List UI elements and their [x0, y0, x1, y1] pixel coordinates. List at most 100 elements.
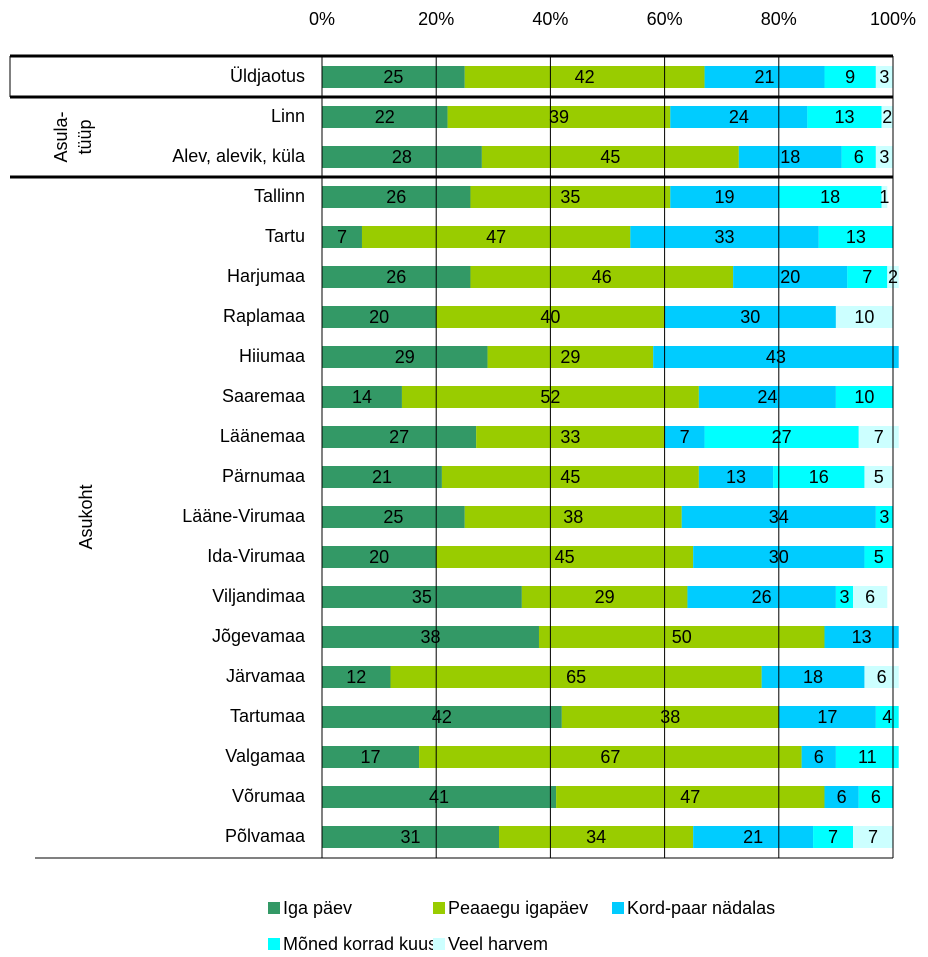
data-label: 19 — [715, 187, 735, 207]
data-label: 17 — [361, 747, 381, 767]
data-label: 13 — [726, 467, 746, 487]
group-label: tüüp — [75, 119, 95, 154]
bar-segment — [630, 226, 819, 248]
data-label: 7 — [337, 227, 347, 247]
legend-swatch — [612, 902, 624, 914]
bar-segment — [824, 626, 899, 648]
bar-segment — [818, 226, 893, 248]
category-label: Järvamaa — [226, 666, 306, 686]
bar-segment — [521, 586, 688, 608]
bar-segment — [881, 186, 888, 208]
bar-segment — [864, 466, 893, 488]
bar-segment — [322, 106, 448, 128]
data-label: 43 — [766, 347, 786, 367]
data-label: 6 — [854, 147, 864, 167]
category-label: Põlvamaa — [225, 826, 306, 846]
bar-segment — [322, 666, 391, 688]
bar-segment — [738, 146, 842, 168]
data-label: 3 — [839, 587, 849, 607]
bar-segment — [875, 146, 893, 168]
x-tick-label: 60% — [647, 9, 683, 29]
data-label: 34 — [586, 827, 606, 847]
bar-segment — [875, 66, 893, 88]
bar-segment — [322, 826, 500, 848]
data-label: 3 — [879, 147, 889, 167]
x-tick-label: 80% — [761, 9, 797, 29]
category-label: Lääne-Virumaa — [182, 506, 306, 526]
data-label: 6 — [871, 787, 881, 807]
bar-segment — [481, 146, 739, 168]
bar-segment — [858, 786, 893, 808]
data-label: 29 — [560, 347, 580, 367]
data-label: 10 — [854, 307, 874, 327]
bar-segment — [322, 386, 402, 408]
bar-segment — [464, 506, 682, 528]
data-label: 6 — [837, 787, 847, 807]
bar-segment — [813, 826, 854, 848]
bar-segment — [322, 266, 471, 288]
bar-segment — [322, 626, 539, 648]
legend-label: Mõned korrad kuus — [283, 934, 437, 954]
bar-segment — [881, 106, 893, 128]
data-label: 7 — [828, 827, 838, 847]
category-label: Alev, alevik, küla — [172, 146, 306, 166]
data-label: 45 — [560, 467, 580, 487]
legend-swatch — [268, 902, 280, 914]
bar-segment — [322, 546, 437, 568]
bar-segment — [464, 66, 705, 88]
data-label: 13 — [834, 107, 854, 127]
data-label: 7 — [680, 427, 690, 447]
category-label: Linn — [271, 106, 305, 126]
data-label: 11 — [858, 747, 877, 767]
category-label: Jõgevamaa — [212, 626, 306, 646]
data-label: 13 — [852, 627, 872, 647]
category-label: Hiiumaa — [239, 346, 306, 366]
bar-segment — [704, 426, 859, 448]
x-tick-label: 40% — [532, 9, 568, 29]
data-label: 13 — [846, 227, 866, 247]
data-label: 42 — [575, 67, 595, 87]
category-label: Valgamaa — [225, 746, 306, 766]
bar-segment — [390, 666, 762, 688]
data-label: 47 — [680, 787, 700, 807]
bar-segment — [664, 306, 836, 328]
data-label: 20 — [369, 307, 389, 327]
data-label: 26 — [386, 187, 406, 207]
bar-segment — [322, 346, 488, 368]
bar-segment — [693, 826, 814, 848]
data-label: 42 — [432, 707, 452, 727]
data-label: 38 — [563, 507, 583, 527]
bar-segment — [361, 226, 631, 248]
bar-segment — [864, 546, 893, 568]
bar-segment — [322, 186, 471, 208]
category-label: Viljandimaa — [212, 586, 306, 606]
data-label: 16 — [809, 467, 829, 487]
x-tick-label: 100% — [870, 9, 916, 29]
data-label: 46 — [592, 267, 612, 287]
data-label: 3 — [879, 507, 889, 527]
bar-segment — [470, 186, 671, 208]
bar-segment — [847, 266, 888, 288]
bar-segment — [436, 546, 694, 568]
data-label: 45 — [555, 547, 575, 567]
bar-segment — [835, 386, 893, 408]
bar-segment — [835, 586, 854, 608]
data-label: 67 — [600, 747, 620, 767]
data-label: 31 — [400, 827, 420, 847]
bar-segment — [322, 66, 465, 88]
bar-segment — [704, 66, 825, 88]
bar-segment — [447, 106, 671, 128]
data-label: 6 — [814, 747, 824, 767]
legend-label: Iga päev — [283, 898, 352, 918]
data-label: 41 — [429, 787, 449, 807]
category-label: Saaremaa — [222, 386, 306, 406]
data-label: 7 — [862, 267, 872, 287]
bar-segment — [778, 186, 882, 208]
category-label: Pärnumaa — [222, 466, 306, 486]
bar-segment — [653, 346, 899, 368]
category-label: Võrumaa — [232, 786, 306, 806]
bar-segment — [853, 826, 893, 848]
bar-segment — [807, 106, 882, 128]
bar-segment — [419, 746, 802, 768]
